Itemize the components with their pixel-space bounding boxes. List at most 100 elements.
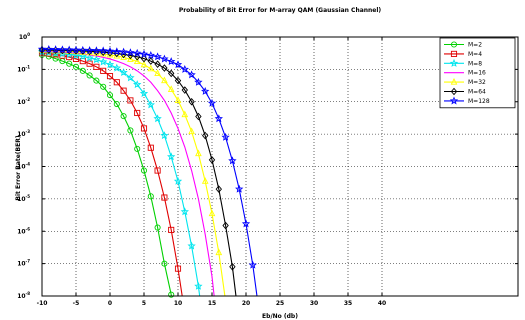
- data-point: [147, 193, 154, 200]
- data-point: [187, 241, 196, 250]
- data-point: [167, 152, 176, 161]
- data-point: [188, 97, 195, 106]
- data-point: [93, 63, 100, 70]
- data-point: [79, 58, 86, 65]
- data-point: [93, 77, 100, 84]
- chart-title: Probability of Bit Error for M-array QAM…: [179, 7, 382, 14]
- x-tick-label: 25: [276, 300, 284, 307]
- data-point: [154, 69, 161, 76]
- data-point: [106, 92, 114, 99]
- data-point: [86, 60, 93, 67]
- data-point: [202, 131, 209, 140]
- x-tick-label: 10: [174, 300, 182, 307]
- legend-item: M=32: [444, 77, 486, 86]
- data-point: [106, 73, 114, 80]
- y-tick-label: 10-6: [17, 226, 30, 235]
- data-point: [86, 72, 93, 79]
- data-point: [140, 60, 148, 68]
- data-point: [208, 156, 216, 164]
- data-point: [140, 54, 148, 63]
- y-tick-label: 10-7: [17, 259, 30, 268]
- data-point: [181, 110, 189, 118]
- data-point: [126, 48, 135, 57]
- data-point: [146, 100, 155, 109]
- data-point: [215, 248, 223, 256]
- data-point: [113, 79, 120, 86]
- data-point: [168, 226, 175, 233]
- data-point: [120, 53, 127, 60]
- data-point: [167, 85, 175, 92]
- data-point: [127, 97, 134, 104]
- data-point: [180, 207, 189, 216]
- y-tick-label: 10-2: [17, 97, 30, 106]
- legend-item: M=128: [444, 96, 490, 105]
- x-tick-label: 15: [208, 300, 216, 307]
- data-point: [120, 87, 127, 94]
- legend-label: M=2: [468, 42, 482, 49]
- x-axis-label: Eb/No (db): [262, 313, 298, 320]
- data-point: [105, 60, 115, 69]
- data-point: [139, 49, 149, 58]
- data-point: [65, 45, 74, 54]
- data-point: [58, 45, 67, 54]
- data-point: [167, 57, 176, 66]
- x-tick-label: 5: [142, 300, 146, 307]
- data-point: [154, 167, 161, 174]
- data-point: [146, 51, 155, 59]
- data-point: [154, 60, 161, 68]
- data-point: [173, 60, 183, 69]
- legend: M=2 M=4 M=8 M=16 M=32 M=64 M=128: [439, 37, 516, 109]
- data-point: [207, 98, 217, 107]
- data-point: [168, 69, 175, 78]
- legend-item: M=4: [444, 50, 482, 58]
- x-tick-label: -10: [37, 300, 48, 307]
- data-point: [161, 260, 168, 267]
- data-point: [174, 96, 182, 103]
- data-point: [127, 55, 134, 62]
- legend-marker: [450, 87, 458, 96]
- data-point: [201, 177, 209, 184]
- series-M=16: [41, 50, 215, 297]
- series-line: [41, 50, 215, 297]
- data-point: [161, 194, 168, 201]
- legend-marker: [450, 50, 458, 57]
- y-tick-label: 10-3: [17, 129, 30, 138]
- y-tick-label: 10-8: [17, 291, 30, 300]
- data-point: [228, 156, 237, 165]
- legend-label: M=64: [468, 89, 486, 96]
- data-point: [92, 55, 101, 64]
- data-point: [160, 54, 169, 63]
- data-point: [72, 63, 80, 70]
- data-point: [214, 114, 223, 123]
- data-point: [147, 144, 154, 151]
- series-M=4: [38, 49, 183, 297]
- data-point: [229, 262, 236, 271]
- legend-label: M=128: [468, 98, 490, 105]
- x-tick-label: 30: [310, 300, 318, 307]
- legend-label: M=16: [468, 70, 486, 77]
- y-tick-label: 10-5: [17, 194, 30, 203]
- data-point: [160, 131, 169, 140]
- data-point: [187, 70, 196, 79]
- data-point: [119, 47, 128, 56]
- series-line: [41, 52, 183, 297]
- legend-label: M=32: [468, 79, 486, 86]
- data-point: [139, 89, 149, 98]
- data-point: [71, 45, 81, 54]
- data-point: [248, 260, 257, 269]
- data-point: [92, 46, 101, 55]
- data-point: [174, 265, 182, 272]
- data-point: [134, 109, 141, 117]
- series-M=128: [37, 44, 258, 297]
- data-point: [119, 68, 128, 77]
- data-point: [180, 64, 189, 73]
- legend-label: M=8: [468, 60, 482, 67]
- data-point: [127, 127, 134, 134]
- data-point: [44, 45, 53, 53]
- data-point: [241, 219, 251, 228]
- series-line: [41, 49, 226, 297]
- y-tick-label: 10-4: [17, 162, 30, 171]
- series-line: [41, 54, 172, 297]
- legend-marker: [449, 96, 459, 105]
